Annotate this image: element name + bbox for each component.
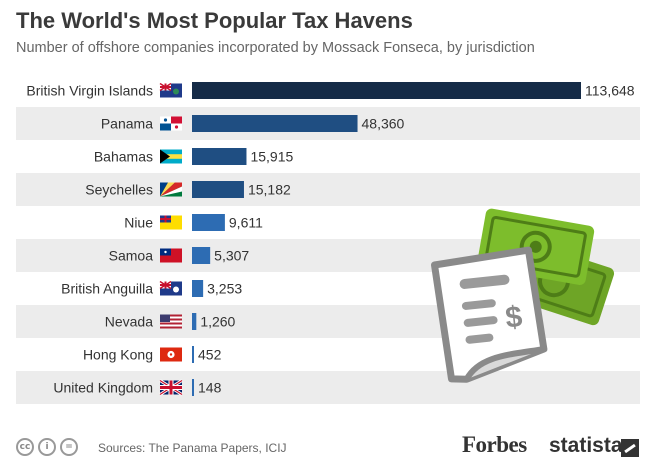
samoa-flag-icon bbox=[160, 248, 182, 263]
bar bbox=[192, 247, 211, 264]
row-stripe bbox=[16, 371, 640, 404]
category-label: Seychelles bbox=[85, 182, 153, 198]
category-label: Panama bbox=[101, 116, 153, 132]
footer: cc i = Sources: The Panama Papers, ICIJ … bbox=[0, 430, 656, 466]
value-label: 1,260 bbox=[200, 314, 235, 330]
attribution-icon: i bbox=[38, 438, 56, 456]
bar bbox=[192, 148, 247, 165]
value-label: 15,915 bbox=[250, 149, 293, 165]
bar bbox=[192, 82, 581, 99]
bar bbox=[192, 115, 358, 132]
value-label: 3,253 bbox=[207, 281, 242, 297]
source-note: Sources: The Panama Papers, ICIJ bbox=[98, 441, 287, 455]
category-label: Nevada bbox=[105, 314, 153, 330]
category-label: Niue bbox=[124, 215, 153, 231]
category-label: Hong Kong bbox=[83, 347, 153, 363]
niue-flag-icon bbox=[160, 215, 182, 230]
value-label: 15,182 bbox=[248, 182, 291, 198]
category-label: Samoa bbox=[109, 248, 154, 264]
uk-flag-icon bbox=[159, 379, 183, 396]
value-label: 113,648 bbox=[585, 83, 635, 99]
no-derivatives-icon: = bbox=[60, 438, 78, 456]
cc-license-icon: cc bbox=[16, 438, 34, 456]
receipt-and-money-icon: $ bbox=[430, 208, 615, 383]
seychelles-flag-icon bbox=[160, 182, 182, 197]
category-label: British Anguilla bbox=[61, 281, 153, 297]
value-label: 5,307 bbox=[214, 248, 249, 264]
bar bbox=[192, 379, 194, 396]
category-label: Bahamas bbox=[94, 149, 153, 165]
bar bbox=[192, 214, 225, 231]
page-subtitle: Number of offshore companies incorporate… bbox=[16, 40, 535, 56]
bar bbox=[192, 280, 204, 297]
bar bbox=[192, 181, 244, 198]
statista-logo[interactable]: statista bbox=[549, 434, 623, 457]
statista-mark-icon bbox=[621, 439, 639, 457]
category-label: British Virgin Islands bbox=[26, 83, 153, 99]
page-title: The World's Most Popular Tax Havens bbox=[16, 8, 413, 33]
currency-symbol: $ bbox=[504, 300, 524, 335]
value-label: 452 bbox=[198, 347, 222, 363]
bar bbox=[192, 313, 197, 330]
value-label: 9,611 bbox=[229, 215, 263, 231]
bvi-flag-icon bbox=[159, 82, 182, 98]
value-label: 148 bbox=[198, 380, 222, 396]
anguilla-flag-icon bbox=[159, 280, 182, 296]
bahamas-flag-icon bbox=[160, 149, 182, 164]
category-label: United Kingdom bbox=[53, 380, 153, 396]
bar bbox=[192, 346, 194, 363]
row-stripe bbox=[16, 173, 640, 206]
forbes-logo[interactable]: Forbes bbox=[462, 432, 527, 457]
value-label: 48,360 bbox=[362, 116, 405, 132]
license-icons: cc i = bbox=[16, 438, 78, 456]
panama-flag-icon bbox=[160, 116, 182, 131]
usa-flag-icon bbox=[160, 314, 182, 329]
hong-kong-flag-icon bbox=[160, 347, 182, 362]
